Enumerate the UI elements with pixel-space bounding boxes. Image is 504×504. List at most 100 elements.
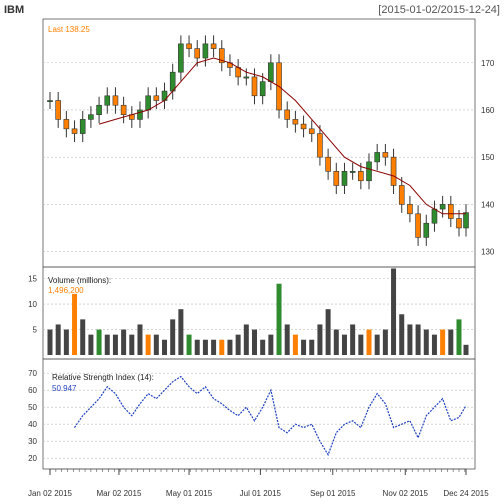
candle-body <box>96 104 102 115</box>
volume-bar <box>63 329 69 355</box>
x-tick-label: Mar 02 2015 <box>96 489 141 498</box>
volume-bar <box>382 329 388 355</box>
candle-body <box>145 95 151 111</box>
volume-bar <box>137 324 143 355</box>
candle-body <box>120 104 127 115</box>
candle-body <box>55 100 61 120</box>
price-tick-label: 140 <box>481 200 495 209</box>
rsi-tick-label: 40 <box>28 420 37 429</box>
volume-bar <box>350 324 356 355</box>
chart-title: IBM <box>4 4 24 16</box>
candle-body <box>79 119 86 134</box>
volume-y-axis: 5 10 15 <box>28 275 37 335</box>
volume-tick-label: 5 <box>33 326 38 335</box>
candlestick-series <box>47 35 469 246</box>
x-axis: Jan 02 2015 Mar 02 2015 May 01 2015 Jul 01 … <box>28 468 489 498</box>
candle-body <box>382 152 389 158</box>
volume-label: Volume (millions): <box>48 276 111 285</box>
candle-body <box>390 156 397 186</box>
volume-tick-label: 15 <box>28 275 37 284</box>
price-tick-label: 150 <box>481 153 495 162</box>
candle-body <box>202 43 209 59</box>
rsi-line <box>74 375 467 457</box>
volume-bar <box>162 339 168 355</box>
volume-bar <box>341 334 347 355</box>
volume-bar <box>456 319 462 355</box>
candle-body <box>137 109 143 120</box>
price-tick-label: 130 <box>481 248 495 257</box>
rsi-tick-label: 20 <box>28 454 37 463</box>
volume-bar <box>121 329 127 355</box>
volume-bar <box>211 339 217 355</box>
x-tick-label: Sep 01 2015 <box>310 489 356 498</box>
volume-bar <box>72 293 78 355</box>
moving-average-line <box>98 57 466 215</box>
rsi-label: Relative Strength Index (14): <box>52 373 154 382</box>
candle-body <box>169 71 176 92</box>
candle-body <box>218 48 225 64</box>
candle-body <box>71 128 78 134</box>
volume-bar <box>47 329 53 355</box>
volume-bar <box>431 334 437 355</box>
candle-body <box>333 171 340 186</box>
volume-bar <box>415 324 421 355</box>
volume-bar <box>129 334 135 355</box>
candle-body <box>284 109 291 120</box>
candle-body <box>456 218 462 229</box>
volume-bar <box>104 334 110 355</box>
x-tick-label: May 01 2015 <box>166 489 213 498</box>
x-tick-label: Dec 24 2015 <box>443 489 489 498</box>
volume-bar <box>251 329 257 355</box>
volume-bar <box>55 324 61 355</box>
volume-bar <box>309 339 315 355</box>
candle-body <box>243 76 250 79</box>
volume-bar <box>186 334 192 355</box>
candle-body <box>112 95 119 106</box>
candle-body <box>259 81 266 97</box>
volume-bar <box>366 329 372 355</box>
volume-bar <box>391 268 397 355</box>
rsi-tick-label: 60 <box>28 386 37 395</box>
candle-body <box>407 204 413 215</box>
volume-bar <box>178 309 184 355</box>
volume-bar <box>80 319 86 355</box>
volume-bar <box>260 339 266 355</box>
candle-body <box>178 43 184 73</box>
volume-bar <box>219 339 225 355</box>
volume-value-label: 1,496,200 <box>48 286 84 295</box>
volume-bar <box>284 324 290 355</box>
volume-bar <box>407 324 413 355</box>
volume-bar <box>243 324 249 355</box>
candle-body <box>398 185 405 205</box>
candle-body <box>463 212 469 229</box>
candle-body <box>415 213 421 238</box>
volume-tick-label: 10 <box>28 300 37 309</box>
volume-bar <box>235 334 241 355</box>
volume-bar <box>202 339 208 355</box>
volume-bar <box>317 324 323 355</box>
volume-bar <box>153 334 159 355</box>
volume-bar <box>399 314 405 355</box>
candle-body <box>325 156 331 172</box>
candle-body <box>88 114 94 120</box>
volume-bar <box>96 329 102 355</box>
candle-body <box>448 204 454 219</box>
candle-body <box>186 43 192 49</box>
volume-bar <box>358 334 364 355</box>
volume-bar <box>194 339 200 355</box>
rsi-y-axis: 20 30 40 50 60 70 <box>28 369 37 463</box>
volume-bar <box>145 334 151 355</box>
candle-body <box>153 95 160 101</box>
candle-body <box>349 171 356 173</box>
candle-body <box>358 171 364 182</box>
volume-bar <box>292 334 298 355</box>
price-tick-label: 170 <box>481 59 495 68</box>
volume-bar <box>440 329 446 355</box>
x-tick-label: Jul 01 2015 <box>240 489 282 498</box>
volume-bar <box>227 339 233 355</box>
candle-body <box>104 95 111 106</box>
volume-bar <box>423 329 429 355</box>
price-y-axis: 130 140 150 160 170 <box>481 59 495 257</box>
